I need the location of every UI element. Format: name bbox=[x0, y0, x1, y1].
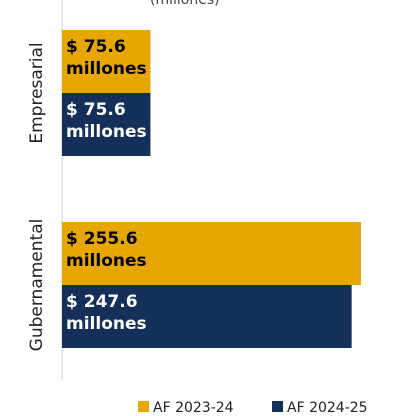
bar-data-label: millones bbox=[66, 314, 147, 334]
legend: AF 2023-24 AF 2024-25 bbox=[138, 400, 368, 416]
bar-data-label: millones bbox=[66, 122, 147, 142]
chart-title: (millones) bbox=[150, 0, 220, 8]
bar-data-label: $ 247.6 bbox=[66, 292, 138, 312]
bar-data-label: $ 255.6 bbox=[66, 229, 138, 249]
bar-data-label: $ 75.6 bbox=[66, 37, 126, 57]
legend-label-af-2023-24: AF 2023-24 bbox=[153, 400, 234, 416]
category-labels-layer: Empresarial Gubernamental bbox=[27, 42, 47, 351]
bar-empresarial-af-2023-24 bbox=[62, 30, 151, 93]
category-label-gubernamental: Gubernamental bbox=[27, 219, 47, 352]
bar-empresarial-af-2024-25 bbox=[62, 93, 151, 156]
bars-layer bbox=[62, 30, 362, 348]
bar-gubernamental-af-2023-24 bbox=[62, 222, 362, 285]
bar-data-label: $ 75.6 bbox=[66, 100, 126, 120]
bar-data-label: millones bbox=[66, 59, 147, 79]
legend-swatch-af-2024-25 bbox=[272, 401, 283, 412]
legend-swatch-af-2023-24 bbox=[138, 401, 149, 412]
legend-label-af-2024-25: AF 2024-25 bbox=[287, 400, 368, 416]
bar-data-label: millones bbox=[66, 251, 147, 271]
category-label-empresarial: Empresarial bbox=[27, 42, 47, 143]
bar-gubernamental-af-2024-25 bbox=[62, 285, 352, 348]
